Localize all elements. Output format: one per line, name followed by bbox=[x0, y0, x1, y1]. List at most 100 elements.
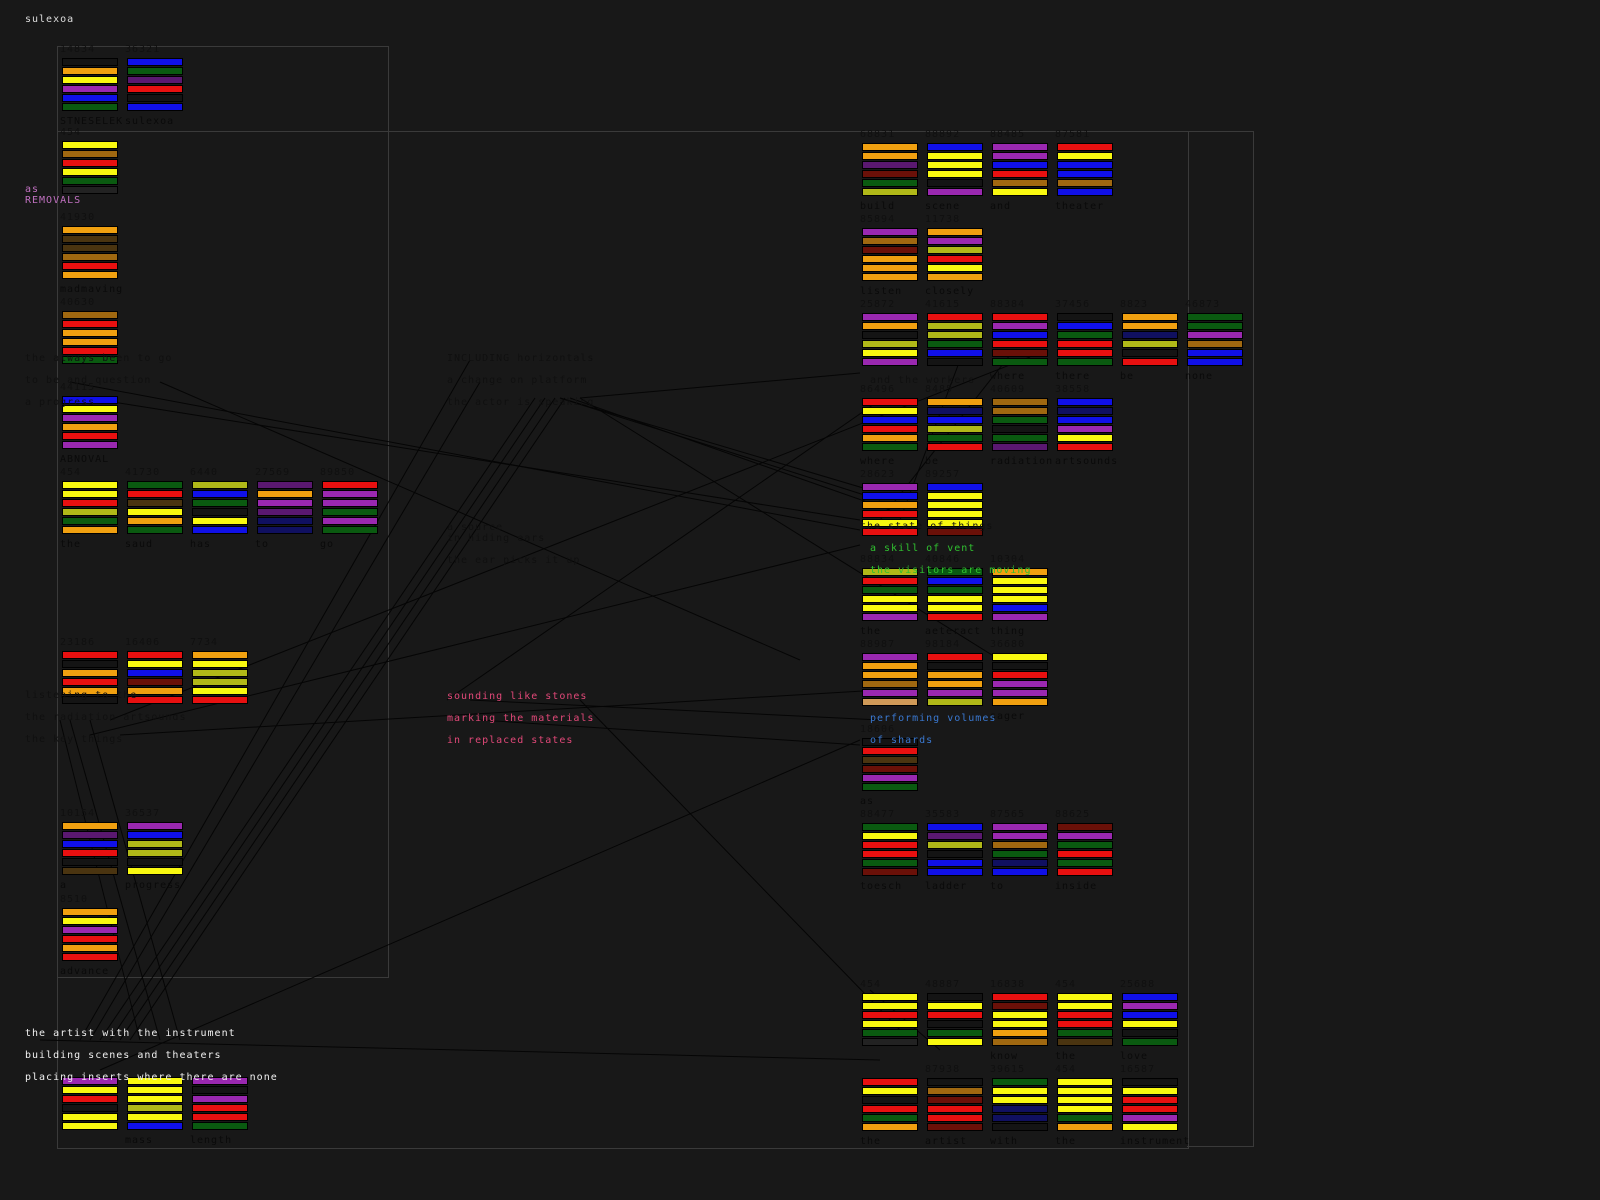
color-bar bbox=[1057, 313, 1113, 321]
column-label: radiation bbox=[990, 456, 1054, 467]
color-bar bbox=[62, 76, 118, 84]
color-bar bbox=[1057, 859, 1113, 867]
link-line bbox=[89, 719, 181, 1041]
color-bar bbox=[927, 1087, 983, 1095]
column-number: 40630 bbox=[60, 297, 96, 308]
color-bar bbox=[62, 103, 118, 111]
column-number: 454 bbox=[1055, 1064, 1077, 1075]
column-number: 454 bbox=[60, 467, 82, 478]
column-label: a bbox=[60, 880, 68, 891]
color-bar bbox=[862, 613, 918, 621]
color-bar bbox=[927, 407, 983, 415]
color-bar bbox=[927, 416, 983, 424]
color-bar bbox=[62, 696, 118, 704]
color-bar bbox=[62, 687, 118, 695]
color-bar bbox=[1122, 1020, 1178, 1028]
color-bar bbox=[992, 568, 1048, 576]
column-label: listen bbox=[860, 286, 903, 297]
color-bar bbox=[1057, 143, 1113, 151]
color-bar bbox=[1057, 161, 1113, 169]
column-number: 27569 bbox=[255, 467, 291, 478]
color-bar bbox=[927, 671, 983, 679]
color-bar bbox=[62, 944, 118, 952]
color-bar bbox=[927, 662, 983, 670]
color-bar bbox=[62, 867, 118, 875]
color-bar bbox=[992, 577, 1048, 585]
color-bar bbox=[992, 689, 1048, 697]
color-bar bbox=[862, 586, 918, 594]
column-number: 48887 bbox=[925, 979, 961, 990]
color-bar bbox=[862, 1020, 918, 1028]
color-bar bbox=[322, 490, 378, 498]
color-bar bbox=[1057, 1087, 1113, 1095]
column-label: to bbox=[255, 539, 270, 550]
color-bar bbox=[62, 508, 118, 516]
color-bar bbox=[862, 1096, 918, 1104]
color-bar bbox=[62, 405, 118, 413]
color-bar bbox=[927, 1096, 983, 1104]
color-bar bbox=[1057, 416, 1113, 424]
color-bar bbox=[992, 1123, 1048, 1131]
color-bar bbox=[62, 262, 118, 270]
column-label: with bbox=[990, 1136, 1019, 1147]
column-number: 38558 bbox=[1055, 384, 1091, 395]
phrase-text: the state of things bbox=[860, 521, 994, 532]
color-bar bbox=[192, 499, 248, 507]
column-number: 98184 bbox=[925, 639, 961, 650]
color-bar bbox=[862, 322, 918, 330]
color-bar bbox=[62, 432, 118, 440]
color-bar bbox=[927, 161, 983, 169]
column-label: be bbox=[925, 456, 940, 467]
color-bar bbox=[127, 1086, 183, 1094]
color-bar bbox=[1057, 434, 1113, 442]
color-bar bbox=[1057, 1011, 1113, 1019]
column-number: 89257 bbox=[925, 469, 961, 480]
color-bar bbox=[127, 1095, 183, 1103]
color-bar bbox=[192, 687, 248, 695]
phrase-text: building scenes and theaters bbox=[25, 1050, 222, 1061]
color-bar bbox=[1122, 1096, 1178, 1104]
color-bar bbox=[927, 246, 983, 254]
link-line bbox=[579, 699, 901, 1031]
color-bar bbox=[1122, 358, 1178, 366]
color-bar bbox=[862, 604, 918, 612]
color-bar bbox=[62, 953, 118, 961]
color-bar bbox=[1187, 313, 1243, 321]
column-number: 88987 bbox=[860, 639, 896, 650]
color-bar bbox=[992, 331, 1048, 339]
color-bar bbox=[927, 1114, 983, 1122]
color-bar bbox=[927, 188, 983, 196]
column-number: 35583 bbox=[925, 809, 961, 820]
color-bar bbox=[992, 823, 1048, 831]
column-label: aeteract bbox=[925, 626, 982, 637]
color-bar bbox=[992, 322, 1048, 330]
color-bar bbox=[1122, 349, 1178, 357]
color-bar bbox=[1122, 331, 1178, 339]
color-bar bbox=[127, 822, 183, 830]
color-bar bbox=[927, 510, 983, 518]
right-outer-frame bbox=[1187, 131, 1254, 1147]
column-number: 88384 bbox=[990, 299, 1026, 310]
color-bar bbox=[862, 331, 918, 339]
color-bar bbox=[1122, 993, 1178, 1001]
color-bar bbox=[862, 1011, 918, 1019]
color-bar bbox=[62, 858, 118, 866]
color-bar bbox=[862, 349, 918, 357]
color-bar bbox=[992, 993, 1048, 1001]
color-bar bbox=[322, 526, 378, 534]
color-bar bbox=[927, 264, 983, 272]
column-number: 16587 bbox=[1120, 1064, 1156, 1075]
color-bar bbox=[1057, 823, 1113, 831]
column-number: 41615 bbox=[925, 299, 961, 310]
column-label: mass bbox=[125, 1135, 154, 1146]
color-bar bbox=[927, 443, 983, 451]
color-bar bbox=[1122, 1038, 1178, 1046]
phrase-text: INCLUDING horizontals bbox=[447, 353, 595, 364]
color-bar bbox=[862, 698, 918, 706]
color-bar bbox=[992, 425, 1048, 433]
color-bar bbox=[62, 917, 118, 925]
link-line bbox=[69, 719, 161, 1041]
phrase-text: of shards bbox=[870, 735, 934, 746]
color-bar bbox=[62, 338, 118, 346]
